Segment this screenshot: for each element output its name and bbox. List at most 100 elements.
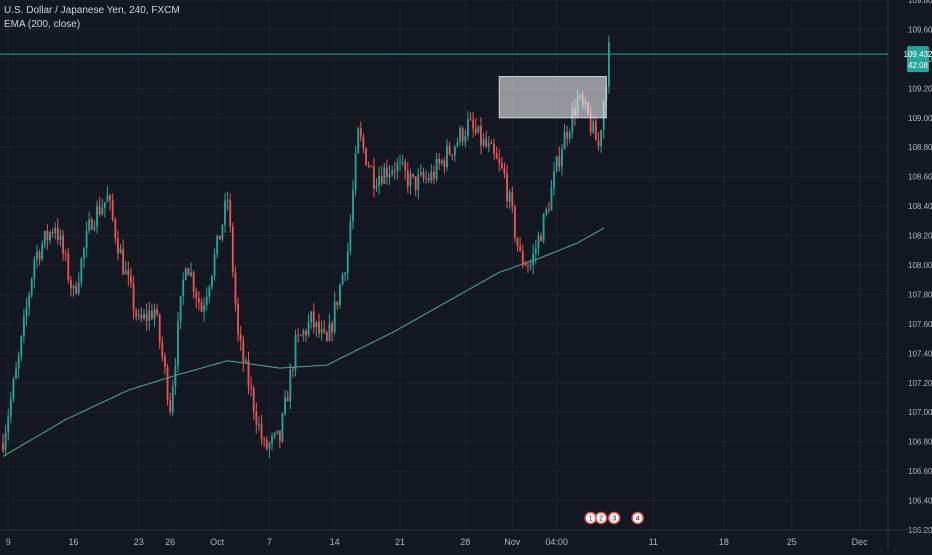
- last-price-badge: [907, 46, 929, 73]
- candle-body: [357, 128, 360, 154]
- x-tick-label: 25: [787, 537, 797, 547]
- candle-body: [281, 413, 284, 442]
- candle-body: [30, 278, 33, 296]
- candle-body: [310, 311, 313, 323]
- candle-body: [208, 287, 211, 297]
- candle-body: [297, 335, 300, 337]
- candle-body: [67, 253, 70, 281]
- candle-body: [527, 265, 529, 267]
- candle-body: [511, 192, 514, 207]
- event-marker-circle: [594, 511, 608, 525]
- candle-body: [122, 248, 125, 275]
- candle-body: [22, 316, 25, 337]
- candle-body: [106, 195, 109, 203]
- y-tick-label: 109.600: [908, 25, 932, 34]
- candle-body: [328, 323, 331, 341]
- candle-body: [166, 366, 169, 401]
- x-tick-label: 28: [460, 537, 470, 547]
- x-tick-label: 23: [134, 537, 144, 547]
- candle-body: [252, 388, 255, 412]
- y-tick-label: 106.400: [908, 497, 932, 506]
- candle-body: [247, 360, 250, 387]
- candle-body: [90, 219, 93, 230]
- candle-body: [417, 174, 420, 191]
- economic-event-marker[interactable]: 1: [584, 511, 597, 525]
- price-axis[interactable]: 106.200106.400106.600106.800107.000107.2…: [887, 0, 932, 550]
- x-tick-label: Dec: [852, 537, 869, 547]
- candle-body: [440, 160, 443, 164]
- y-tick-label: 109.800: [908, 0, 932, 5]
- candle-body: [286, 397, 289, 402]
- x-tick-label: 04:00: [545, 537, 568, 547]
- event-marker-circle: [607, 511, 621, 525]
- candle-body: [542, 214, 545, 242]
- x-tick-label: 16: [69, 537, 79, 547]
- candle-body: [239, 334, 242, 341]
- x-tick-label: 18: [719, 537, 729, 547]
- candle-body: [117, 238, 119, 254]
- candle-body: [140, 314, 143, 319]
- candle-body: [2, 443, 4, 451]
- last-price: 109.432 42:08: [0, 46, 932, 73]
- candle-body: [7, 416, 10, 433]
- candle-body: [553, 171, 555, 188]
- candle-body: [96, 205, 98, 227]
- y-tick-label: 108.800: [908, 143, 932, 152]
- candle-body: [378, 176, 381, 186]
- economic-event-marker[interactable]: 3: [607, 511, 621, 525]
- candle-body: [80, 258, 83, 283]
- event-marker-label: 1: [589, 516, 593, 523]
- candle-body: [213, 254, 216, 276]
- candle-body: [333, 301, 336, 333]
- candle-body: [137, 314, 140, 317]
- candle-body: [592, 120, 595, 133]
- y-tick-label: 107.800: [908, 290, 932, 299]
- candle-body: [56, 227, 59, 241]
- y-tick-label: 107.200: [908, 379, 932, 388]
- candle-body: [419, 172, 422, 175]
- candle-body: [153, 309, 156, 319]
- candle-body: [255, 411, 258, 426]
- candle-body: [372, 166, 375, 189]
- event-marker-label: 3: [612, 516, 616, 523]
- candle-body: [545, 209, 548, 215]
- candle-body: [498, 158, 501, 163]
- candle-body: [490, 142, 493, 144]
- candle-body: [190, 272, 192, 276]
- x-tick-label: 14: [330, 537, 340, 547]
- y-tick-label: 108.400: [908, 202, 932, 211]
- candle-body: [276, 430, 279, 434]
- symbol-title[interactable]: U.S. Dollar / Japanese Yen, 240, FXCM: [4, 5, 180, 16]
- candle-body: [145, 313, 148, 321]
- candle-body: [506, 173, 508, 202]
- y-tick-label: 108.600: [908, 173, 932, 182]
- economic-event-marker[interactable]: 2: [594, 511, 608, 525]
- candle-body: [33, 259, 36, 279]
- candle-body: [299, 335, 302, 337]
- candle-body: [393, 170, 396, 172]
- x-tick-label: 26: [165, 537, 175, 547]
- candles: [2, 35, 610, 459]
- candle-body: [197, 298, 200, 303]
- candle-body: [43, 231, 46, 245]
- candle-body: [161, 342, 164, 357]
- candle-body: [305, 330, 307, 336]
- candle-body: [101, 208, 104, 215]
- resistance-zone-rect: [498, 76, 607, 119]
- candle-body: [466, 119, 469, 136]
- candle-body: [218, 235, 221, 240]
- ema-indicator-label[interactable]: EMA (200, close): [4, 19, 81, 30]
- time-axis[interactable]: 9 16 23 26 Oct 7 14 21 28 Nov 04:00 11 18 25 Dec: [0, 529, 932, 547]
- candle-body: [336, 301, 339, 306]
- candle-body: [4, 432, 7, 451]
- candle-body: [12, 379, 15, 399]
- candle-body: [325, 332, 328, 341]
- economic-event-marker[interactable]: 4: [631, 511, 644, 525]
- candle-body: [521, 251, 524, 265]
- candle-body: [312, 311, 315, 328]
- candle-body: [354, 153, 357, 191]
- candle-body: [234, 272, 237, 304]
